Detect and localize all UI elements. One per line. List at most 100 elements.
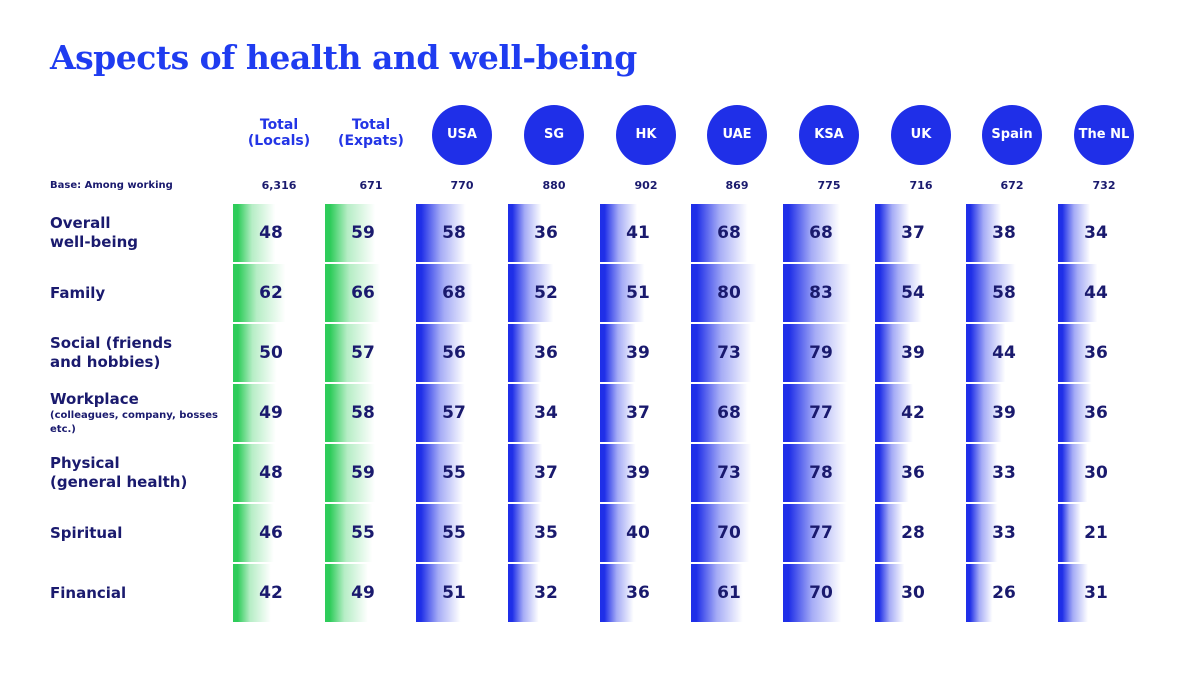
value-label: 55 xyxy=(351,523,375,543)
value-label: 51 xyxy=(442,583,466,603)
row-label: Family xyxy=(50,283,106,302)
value-cell: 51 xyxy=(416,564,492,622)
value-label: 34 xyxy=(534,403,558,423)
value-cell: 68 xyxy=(691,384,767,442)
base-value: 732 xyxy=(1092,179,1116,192)
value-cell: 73 xyxy=(691,444,767,502)
value-cell: 35 xyxy=(508,504,584,562)
value-label: 36 xyxy=(534,343,558,363)
value-label: 46 xyxy=(259,523,283,543)
value-cell: 55 xyxy=(325,504,401,562)
value-cell: 36 xyxy=(1058,384,1134,442)
value-cell: 33 xyxy=(966,444,1042,502)
value-cell: 58 xyxy=(966,264,1042,322)
value-cell: 21 xyxy=(1058,504,1134,562)
value-label: 58 xyxy=(442,223,466,243)
base-label: Base: Among working xyxy=(50,180,173,191)
value-cell: 34 xyxy=(508,384,584,442)
value-label: 62 xyxy=(259,283,283,303)
value-cell: 39 xyxy=(966,384,1042,442)
value-label: 55 xyxy=(442,463,466,483)
value-cell: 77 xyxy=(783,504,859,562)
value-label: 55 xyxy=(442,523,466,543)
base-value: 869 xyxy=(725,179,749,192)
value-label: 68 xyxy=(809,223,833,243)
value-label: 33 xyxy=(992,463,1016,483)
value-cell: 59 xyxy=(325,204,401,262)
value-label: 36 xyxy=(626,583,650,603)
value-label: 58 xyxy=(351,403,375,423)
value-cell: 57 xyxy=(416,384,492,442)
base-value: 880 xyxy=(542,179,566,192)
value-label: 36 xyxy=(534,223,558,243)
value-cell: 31 xyxy=(1058,564,1134,622)
value-cell: 48 xyxy=(233,204,309,262)
value-label: 54 xyxy=(901,283,925,303)
value-cell: 49 xyxy=(325,564,401,622)
row-label: Social (friends and hobbies) xyxy=(50,334,173,371)
column-header: HK xyxy=(616,105,676,165)
value-label: 37 xyxy=(534,463,558,483)
column-header: UAE xyxy=(707,105,767,165)
value-label: 37 xyxy=(626,403,650,423)
chart-title: Aspects of health and well-being xyxy=(50,38,637,77)
value-cell: 46 xyxy=(233,504,309,562)
value-label: 31 xyxy=(1084,583,1108,603)
column-header: KSA xyxy=(799,105,859,165)
value-cell: 57 xyxy=(325,324,401,382)
value-label: 35 xyxy=(534,523,558,543)
value-label: 70 xyxy=(717,523,741,543)
value-cell: 73 xyxy=(691,324,767,382)
value-cell: 41 xyxy=(600,204,676,262)
value-cell: 28 xyxy=(875,504,951,562)
row-label: Financial xyxy=(50,583,127,602)
value-label: 59 xyxy=(351,223,375,243)
value-cell: 44 xyxy=(966,324,1042,382)
base-value: 672 xyxy=(1000,179,1024,192)
value-cell: 30 xyxy=(1058,444,1134,502)
value-cell: 59 xyxy=(325,444,401,502)
value-label: 42 xyxy=(259,583,283,603)
value-label: 30 xyxy=(1084,463,1108,483)
value-label: 83 xyxy=(809,283,833,303)
value-label: 56 xyxy=(442,343,466,363)
value-cell: 37 xyxy=(600,384,676,442)
value-label: 57 xyxy=(442,403,466,423)
value-label: 44 xyxy=(992,343,1016,363)
base-value: 716 xyxy=(909,179,933,192)
value-label: 68 xyxy=(717,223,741,243)
value-cell: 39 xyxy=(875,324,951,382)
value-label: 68 xyxy=(442,283,466,303)
value-label: 58 xyxy=(992,283,1016,303)
value-cell: 44 xyxy=(1058,264,1134,322)
value-cell: 42 xyxy=(233,564,309,622)
column-header: Total (Expats) xyxy=(338,117,404,149)
value-label: 38 xyxy=(992,223,1016,243)
base-value: 770 xyxy=(450,179,474,192)
value-cell: 52 xyxy=(508,264,584,322)
value-label: 21 xyxy=(1084,523,1108,543)
value-label: 70 xyxy=(809,583,833,603)
value-cell: 39 xyxy=(600,444,676,502)
value-label: 73 xyxy=(717,343,741,363)
value-label: 52 xyxy=(534,283,558,303)
value-label: 32 xyxy=(534,583,558,603)
value-cell: 58 xyxy=(325,384,401,442)
value-cell: 54 xyxy=(875,264,951,322)
value-label: 41 xyxy=(626,223,650,243)
base-value: 775 xyxy=(817,179,841,192)
value-label: 28 xyxy=(901,523,925,543)
value-cell: 33 xyxy=(966,504,1042,562)
value-label: 77 xyxy=(809,523,833,543)
value-cell: 80 xyxy=(691,264,767,322)
value-label: 73 xyxy=(717,463,741,483)
column-header: UK xyxy=(891,105,951,165)
row-label: Spiritual xyxy=(50,523,123,542)
base-value: 6,316 xyxy=(261,179,297,192)
value-label: 51 xyxy=(626,283,650,303)
value-label: 37 xyxy=(901,223,925,243)
value-cell: 32 xyxy=(508,564,584,622)
value-label: 36 xyxy=(901,463,925,483)
value-cell: 83 xyxy=(783,264,859,322)
value-label: 39 xyxy=(626,463,650,483)
